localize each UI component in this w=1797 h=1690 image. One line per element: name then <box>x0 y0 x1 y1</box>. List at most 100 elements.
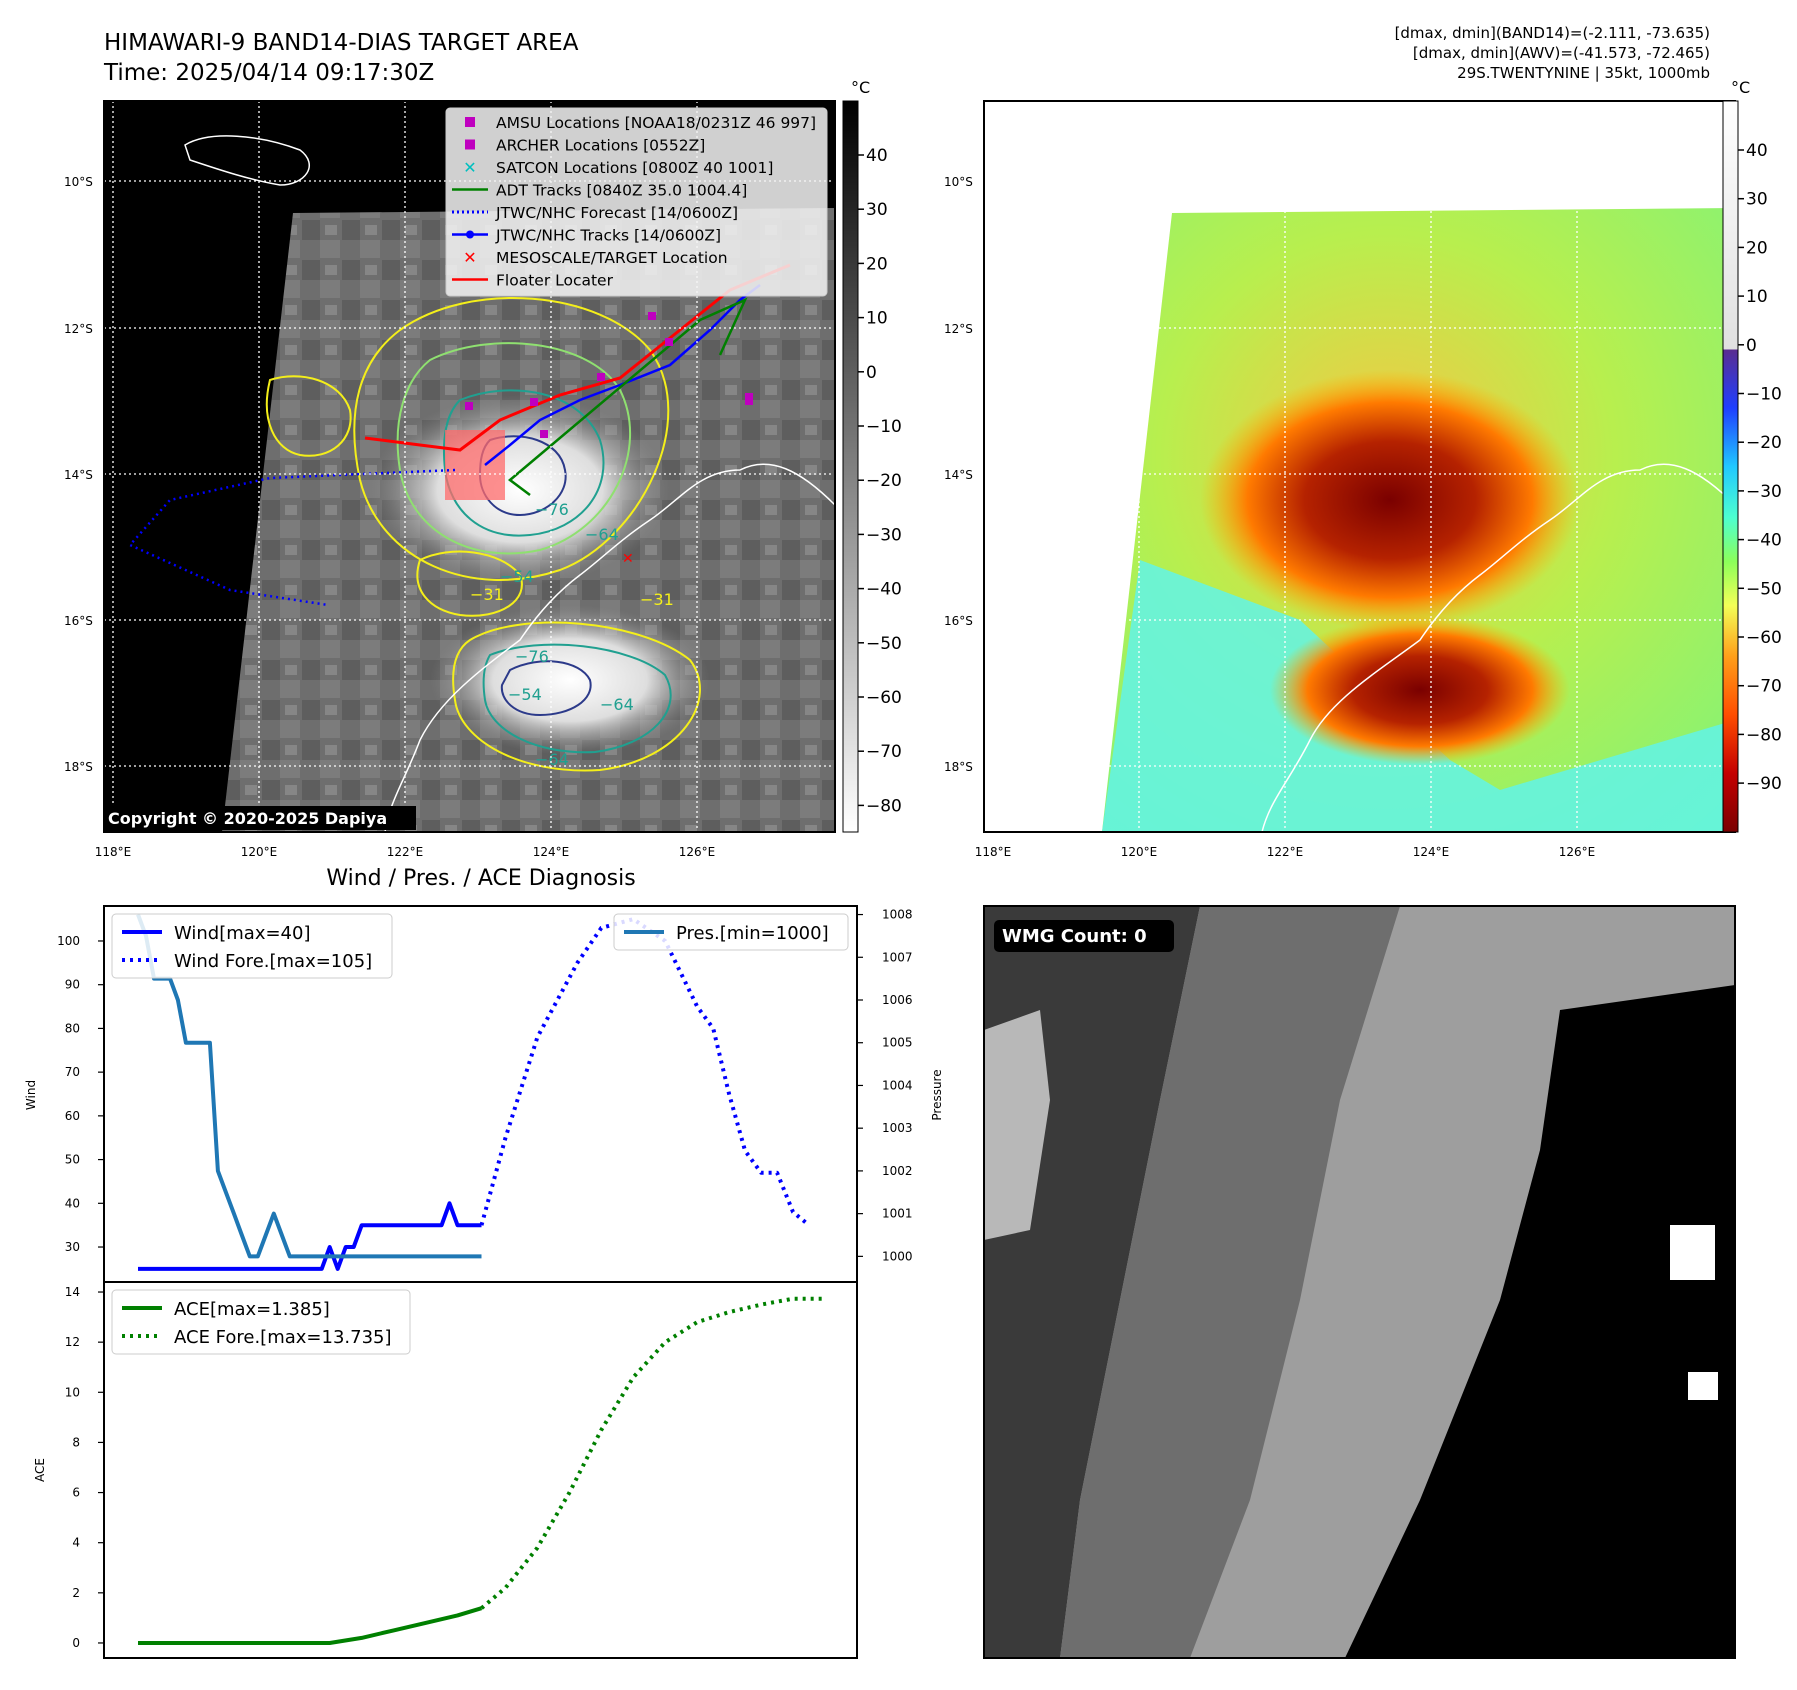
copyright-box <box>104 806 416 830</box>
legend-label: JTWC/NHC Tracks [14/0600Z] <box>495 227 721 245</box>
wmg-light-patch <box>984 1010 1050 1240</box>
legend-label: ARCHER Locations [0552Z] <box>496 137 705 155</box>
info-band14-range: [dmax, dmin](BAND14)=(-2.111, -73.635) <box>1395 24 1710 42</box>
contour-label: −31 <box>470 585 504 604</box>
y2-tick-label: 1004 <box>882 1078 913 1092</box>
lat-label: 12°S <box>944 322 973 336</box>
map-right-colorbar: °C 40 30 20 10 0 −10 −20 −30 −40 −50 −60 −70 −80 −90 <box>1722 78 1782 833</box>
target-box <box>445 430 505 500</box>
lat-label: 16°S <box>64 614 93 628</box>
lon-label: 120°E <box>241 845 278 859</box>
legend-marker <box>465 139 475 150</box>
colorbar-tick-label: −60 <box>866 688 902 708</box>
jtwc-track <box>484 284 761 466</box>
colorbar-tick-label: 0 <box>1746 336 1757 356</box>
wmg-mid-band <box>1060 906 1400 1658</box>
ace-legend <box>111 1289 411 1355</box>
y-tick-label: 2 <box>72 1586 80 1600</box>
legend-label: JTWC/NHC Forecast [14/0600Z] <box>495 204 738 222</box>
lon-label: 118°E <box>975 845 1012 859</box>
lon-label: 124°E <box>1413 845 1450 859</box>
colorbar-tick-label: 10 <box>1746 287 1768 307</box>
contour-label: −54 <box>500 567 534 586</box>
mesoscale-target-marker: ✕ <box>622 551 634 567</box>
legend-marker <box>466 230 474 239</box>
figure-title: HIMAWARI-9 BAND14-DIAS TARGET AREA <box>104 30 579 56</box>
lat-label: 16°S <box>944 614 973 628</box>
colorbar-tick-label: −20 <box>866 471 902 491</box>
contour-label: −76 <box>515 647 549 666</box>
map-left-legend: AMSU Locations [NOAA18/0231Z 46 997] ARCH… <box>445 107 828 297</box>
legend-label: SATCON Locations [0800Z 40 1001] <box>496 159 773 177</box>
pressure-legend <box>613 913 849 951</box>
legend-marker: ✕ <box>463 158 476 177</box>
colorbar-tick-label: 40 <box>1746 141 1768 161</box>
wmg-count-label: WMG Count: 0 <box>1002 926 1147 947</box>
colorbar-unit: °C <box>1731 78 1750 97</box>
legend-marker: ✕ <box>463 248 476 267</box>
map-left-panel: −76 −64 −54 −31 −76 −64 −54 −64 −31 <box>64 100 836 859</box>
colorbar-tick-label: −60 <box>1746 628 1782 648</box>
legend-label: Floater Locater <box>496 272 614 290</box>
y2-tick-label: 1006 <box>882 993 913 1007</box>
wmg-count-box <box>994 920 1174 952</box>
y-tick-label: 6 <box>72 1486 80 1500</box>
colorbar-tick-label: −40 <box>866 580 902 600</box>
lat-label: 18°S <box>944 760 973 774</box>
colorbar-unit: °C <box>851 78 870 97</box>
floater-track <box>364 263 791 452</box>
lon-label: 122°E <box>387 845 424 859</box>
copyright-text: Copyright © 2020-2025 Dapiya <box>108 809 387 828</box>
colorbar-tick-label: 40 <box>866 146 888 166</box>
colorbar-tick-label: −20 <box>1746 433 1782 453</box>
legend-label-wind-forecast: Wind Fore.[max=105] <box>174 951 372 972</box>
legend-label-pressure: Pres.[min=1000] <box>676 923 829 944</box>
ace-axis-label: ACE <box>33 1458 47 1482</box>
legend-label: AMSU Locations [NOAA18/0231Z 46 997] <box>496 114 816 132</box>
wmg-white-patch <box>1688 1372 1718 1400</box>
adt-track <box>507 297 748 496</box>
figure-time: Time: 2025/04/14 09:17:30Z <box>103 60 434 86</box>
lon-label: 126°E <box>1559 845 1596 859</box>
contour-label: −31 <box>640 590 674 609</box>
y2-tick-label: 1003 <box>882 1121 913 1135</box>
wmg-frame <box>983 905 1736 1659</box>
legend-label-ace-forecast: ACE Fore.[max=13.735] <box>174 1327 392 1348</box>
amsu-markers <box>465 312 753 438</box>
series-line <box>479 917 811 1227</box>
map-left-colorbar: °C 40 30 20 10 0 −10 −20 −30 −40 −50 −60 −70 −80 <box>842 78 902 833</box>
series-line <box>138 1606 483 1645</box>
ace-chart: ACE 0 2 4 6 8 10 12 14 ACE[max=1.385] ACE Fore.… <box>33 1281 858 1659</box>
colorbar-tick-label: 0 <box>866 363 877 383</box>
lat-label: 14°S <box>64 468 93 482</box>
wind-legend <box>111 913 393 979</box>
colorbar-tick-label: −50 <box>1746 579 1782 599</box>
y-tick-label: 4 <box>72 1536 80 1550</box>
y2-tick-label: 1000 <box>882 1249 913 1263</box>
colorbar-tick-label: −10 <box>866 417 902 437</box>
y2-tick-label: 1002 <box>882 1164 913 1178</box>
y-tick-label: 100 <box>57 934 80 948</box>
pressure-axis-label: Pressure <box>930 1069 944 1120</box>
lat-label: 12°S <box>64 322 93 336</box>
y-tick-label: 90 <box>65 978 80 992</box>
colorbar-tick-label: −80 <box>1746 725 1782 745</box>
lon-label: 124°E <box>533 845 570 859</box>
colorbar-tick-label: −30 <box>1746 482 1782 502</box>
colorbar-tick-label: −10 <box>1746 385 1782 405</box>
wmg-white-patch <box>1670 1225 1715 1280</box>
lon-label: 118°E <box>95 845 132 859</box>
map-right-coastline <box>1261 463 1736 833</box>
legend-label-wind: Wind[max=40] <box>174 923 311 944</box>
colorbar-tick-label: −30 <box>866 525 902 545</box>
lat-label: 10°S <box>944 175 973 189</box>
colorbar-tick-label: 10 <box>866 309 888 329</box>
y-tick-label: 40 <box>65 1196 80 1210</box>
map-right-panel: 10°S 12°S 14°S 16°S 18°S 118°E 120°E 122… <box>944 100 1736 859</box>
map-left-storm-south <box>430 605 710 755</box>
lon-label: 126°E <box>679 845 716 859</box>
y-tick-label: 8 <box>72 1435 80 1449</box>
y2-tick-label: 1007 <box>882 950 913 964</box>
colorbar-tick-label: −70 <box>866 742 902 762</box>
